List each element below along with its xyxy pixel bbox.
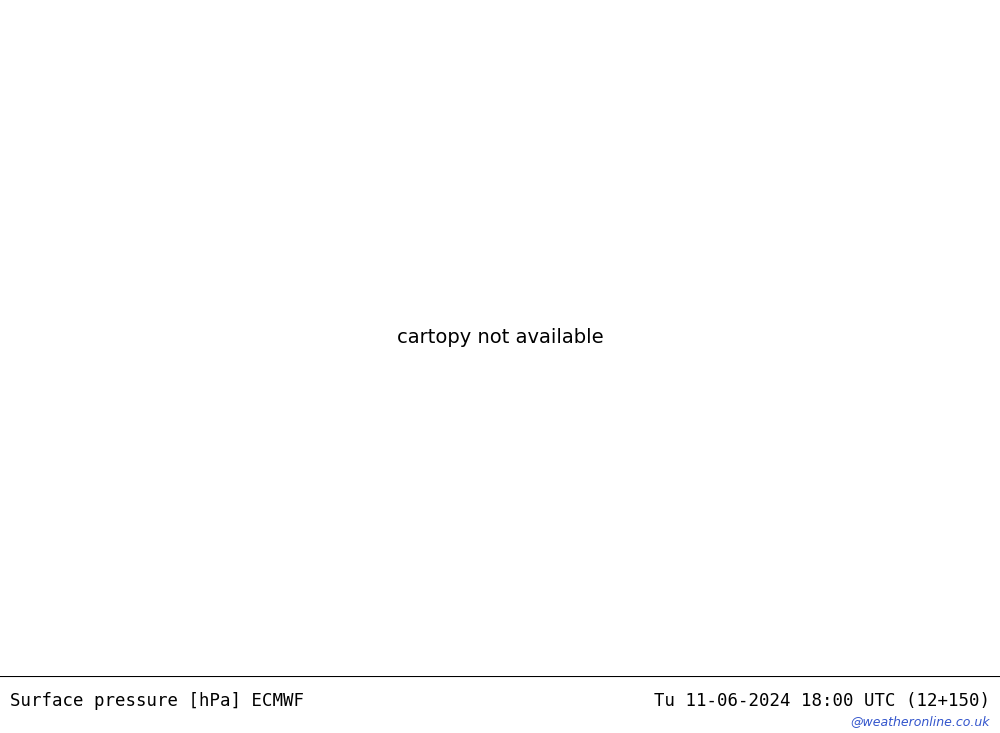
Text: Tu 11-06-2024 18:00 UTC (12+150): Tu 11-06-2024 18:00 UTC (12+150) [654,692,990,710]
Text: cartopy not available: cartopy not available [397,328,603,347]
Text: Surface pressure [hPa] ECMWF: Surface pressure [hPa] ECMWF [10,692,304,710]
Text: @weatheronline.co.uk: @weatheronline.co.uk [850,715,990,729]
